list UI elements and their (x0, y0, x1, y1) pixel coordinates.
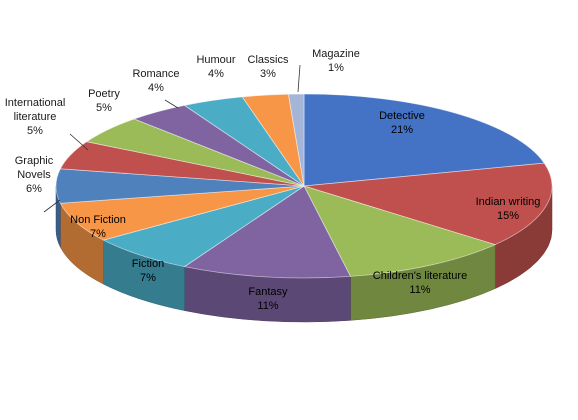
slice-label-6: Novels (17, 169, 51, 181)
slice-label-12: Magazine (312, 48, 360, 60)
pie-slice-12[interactable] (287, 93, 305, 187)
slice-label-10: Humour (196, 54, 235, 66)
slice-label-8: Poetry (88, 88, 120, 100)
slice-value-label-3: 11% (257, 300, 278, 312)
slice-value-label-9: 4% (148, 82, 164, 94)
slice-label-11: Classics (248, 54, 289, 66)
slice-value-label-8: 5% (96, 102, 112, 114)
slice-label-2: Children's literature (373, 270, 467, 282)
slice-value-label-6: 6% (26, 183, 42, 195)
slice-value-label-12: 1% (328, 62, 344, 74)
slice-value-label-2: 11% (409, 284, 430, 296)
leader-line-7 (69, 133, 89, 151)
slice-label-3: Fantasy (248, 286, 288, 298)
slice-label-7: International (5, 97, 66, 109)
slice-label-0: Detective (379, 110, 425, 122)
pie-slice-5[interactable] (59, 185, 305, 241)
slice-label-9: Romance (132, 68, 179, 80)
pie-slice-0[interactable] (303, 93, 545, 187)
pie-slice-2[interactable] (303, 185, 497, 277)
leader-line-12 (297, 64, 301, 93)
pie-slice-1[interactable] (303, 162, 553, 246)
slice-label-1: Indian writing (476, 196, 541, 208)
pie-top-faces (55, 93, 553, 279)
leader-line-9 (164, 99, 179, 109)
slice-value-label-10: 4% (208, 68, 224, 80)
pie-slice-4[interactable] (102, 185, 305, 268)
slice-label-5: Non Fiction (70, 214, 126, 226)
slice-value-label-7: 5% (27, 125, 43, 137)
slice-label-7: literature (14, 111, 57, 123)
slice-label-6: Graphic (15, 155, 54, 167)
slice-value-label-0: 21% (391, 124, 413, 136)
slice-value-label-5: 7% (90, 228, 106, 240)
slice-value-label-11: 3% (260, 68, 276, 80)
pie-side-walls (55, 185, 553, 323)
slice-value-label-1: 15% (497, 210, 519, 222)
slice-label-4: Fiction (132, 258, 164, 270)
pie-labels: Detective 21% Indian writing 15% Children's … (5, 48, 541, 312)
leader-line-6 (43, 199, 61, 213)
slice-value-label-4: 7% (140, 272, 156, 284)
pie-slice-3[interactable] (183, 185, 352, 279)
